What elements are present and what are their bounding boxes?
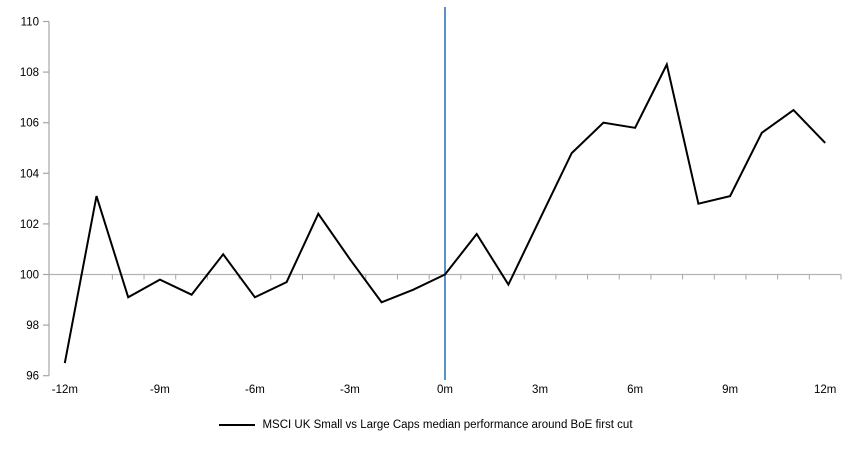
x-tick-label: -12m (52, 384, 78, 396)
y-tick-label: 108 (20, 67, 39, 79)
x-tick-label: -9m (150, 384, 170, 396)
y-tick-label: 98 (26, 320, 39, 332)
x-tick-label: 0m (437, 384, 453, 396)
legend-label: MSCI UK Small vs Large Caps median perfo… (262, 419, 633, 431)
x-tick-label: 12m (814, 384, 836, 396)
y-tick-label: 106 (20, 118, 39, 130)
y-tick-label: 110 (21, 17, 39, 29)
legend: MSCI UK Small vs Large Caps median perfo… (0, 416, 852, 434)
y-tick-label: 100 (20, 270, 39, 282)
x-tick-label: 3m (532, 384, 548, 396)
x-tick-label: -6m (245, 384, 265, 396)
legend-line-swatch (219, 424, 256, 426)
y-tick-label: 104 (20, 168, 40, 180)
y-tick-label: 96 (26, 371, 39, 383)
x-tick-label: -3m (340, 384, 360, 396)
series-line (63, 61, 826, 364)
y-tick-label: 102 (20, 219, 39, 231)
x-tick-label: 9m (722, 384, 738, 396)
x-tick-label: 6m (627, 384, 643, 396)
